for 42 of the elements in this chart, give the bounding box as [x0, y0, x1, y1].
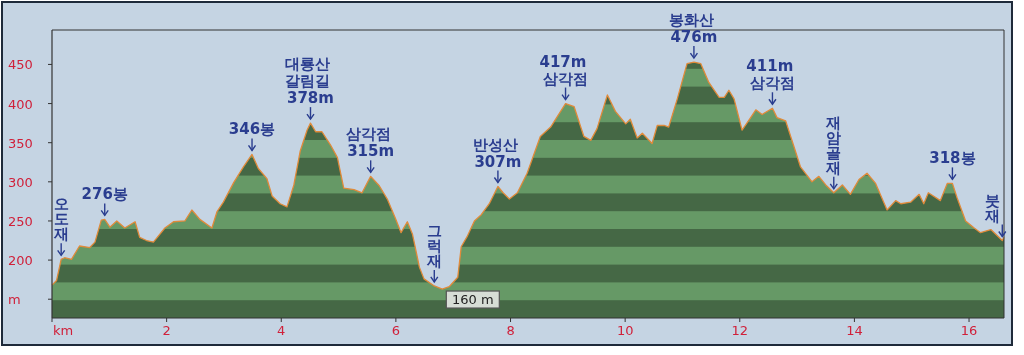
y-tick-label: 200	[8, 253, 33, 269]
annotation: 붓재	[983, 191, 1000, 225]
annotation: 반성산 307m	[472, 135, 524, 171]
x-tick-label: 16	[960, 323, 978, 338]
annotation: 재암골재	[825, 113, 842, 177]
annotation: 오도재	[53, 195, 69, 257]
x-tick-label: 12	[731, 323, 749, 338]
annotation: 오도재	[52, 195, 69, 244]
x-tick-label: 14	[846, 323, 863, 338]
x-tick-label: 4	[277, 323, 286, 338]
annotation: 봉화산 476m	[668, 11, 720, 47]
x-tick-label: 8	[506, 323, 515, 338]
annotation: 재암골재	[826, 113, 842, 190]
annotation: 346봉	[228, 120, 276, 152]
annotation: 그럭재	[425, 221, 442, 270]
annotation: 대룡산 갈림길 378m	[285, 55, 334, 121]
annotation: 276봉	[81, 185, 128, 217]
annotation: 봉화산 476m	[668, 11, 718, 60]
annotation: 삼각점 315m	[345, 125, 396, 161]
annotation: 반성산 307m	[472, 135, 522, 184]
annotation: 318봉	[929, 149, 976, 181]
annotation: 붓재	[984, 191, 1007, 238]
annotation: 삼각점 315m	[345, 125, 395, 174]
x-tick-label: 10	[616, 323, 634, 338]
annotation: 318봉	[929, 149, 976, 168]
annotation: 160 m	[452, 292, 494, 308]
y-tick-label: 300	[8, 174, 33, 190]
min-label: 160 m	[445, 290, 500, 309]
annotation: 대룡산 갈림길 378m	[285, 55, 336, 108]
x-tick-label: 6	[391, 323, 401, 338]
annotation: 417m 삼각점	[539, 52, 589, 101]
x-tick-label: km	[53, 323, 74, 338]
y-tick-label: 350	[8, 135, 33, 151]
x-tick-label: 2	[162, 323, 171, 338]
annotation: 417m 삼각점	[539, 52, 592, 88]
y-tick-label: 400	[8, 96, 33, 112]
annotation: 그럭재	[426, 221, 442, 284]
y-tick-label: 250	[8, 213, 33, 229]
y-tick-label: m	[8, 292, 21, 308]
y-tick-label: 450	[8, 57, 33, 73]
annotation: 276봉	[81, 185, 128, 204]
annotation: 346봉	[228, 120, 276, 139]
